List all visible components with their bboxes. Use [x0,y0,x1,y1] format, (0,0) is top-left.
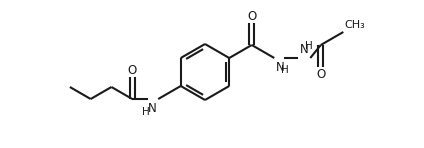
Text: CH₃: CH₃ [344,20,365,30]
Text: O: O [247,9,257,22]
Text: N: N [300,43,309,56]
Text: O: O [128,63,137,77]
Text: H: H [281,65,289,75]
Text: O: O [316,67,326,81]
Text: H: H [305,41,313,51]
Text: H: H [142,107,150,117]
Text: N: N [148,102,156,115]
Text: N: N [276,61,285,74]
